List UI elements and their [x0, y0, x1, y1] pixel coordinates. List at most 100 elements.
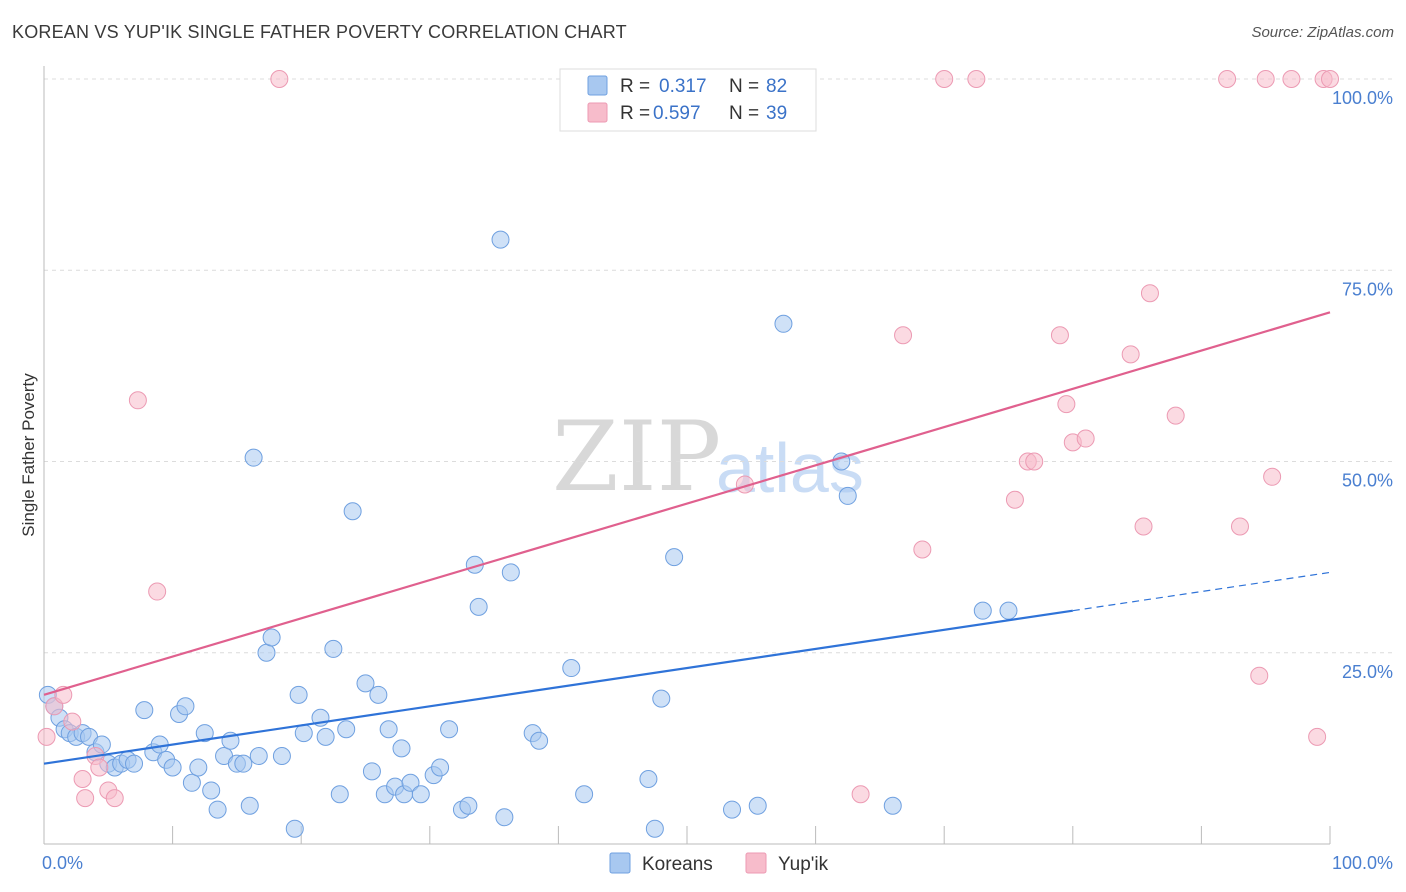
korean-point: [639, 769, 658, 788]
korean-point: [973, 601, 992, 620]
legend-n-label: N =: [729, 76, 759, 97]
korean-point: [379, 720, 398, 739]
korean-point: [244, 448, 263, 467]
legend-n-value-yupik: 39: [766, 103, 787, 124]
yupik-point: [1230, 517, 1249, 536]
korean-point: [401, 773, 420, 792]
yupik-point: [1005, 490, 1024, 509]
yupik-point: [851, 785, 870, 804]
y-tick-label: 50.0%: [1342, 471, 1393, 491]
korean-point: [176, 697, 195, 716]
korean-point: [249, 747, 268, 766]
yupik-point: [270, 70, 289, 88]
legend-swatch-yupik: [587, 102, 608, 123]
korean-point: [343, 502, 362, 521]
korean-point: [208, 800, 227, 819]
korean-point: [999, 601, 1018, 620]
y-tick-label: 25.0%: [1342, 662, 1393, 682]
y-tick-label: 75.0%: [1342, 279, 1393, 299]
korean-point: [530, 731, 549, 750]
yupik-point: [1321, 70, 1339, 88]
y-axis-label: Single Father Poverty: [19, 373, 38, 537]
legend-r-value-koreans: 0.317: [659, 76, 707, 97]
data-points: [37, 70, 1339, 838]
tick-labels: 25.0% 50.0% 75.0% 100.0% 0.0% 100.0%: [42, 88, 1393, 873]
korean-point: [195, 724, 214, 743]
legend-n-label: N =: [729, 103, 759, 124]
korean-point: [562, 659, 581, 678]
yupik-point: [128, 391, 147, 410]
korean-point: [294, 724, 313, 743]
korean-point: [469, 597, 488, 616]
korean-point: [272, 747, 291, 766]
bottom-legend-swatch-koreans: [609, 852, 631, 874]
yupik-point: [63, 712, 82, 731]
korean-point: [431, 758, 450, 777]
korean-trendline: [43, 609, 1073, 765]
korean-point: [324, 639, 343, 658]
yupik-point: [73, 769, 92, 788]
yupik-point: [1050, 326, 1069, 345]
yupik-point: [1218, 70, 1237, 88]
korean-point: [337, 720, 356, 739]
yupik-point: [913, 540, 932, 559]
korean-point: [234, 754, 253, 773]
bottom-legend-yupik: Yup'ik: [778, 854, 829, 875]
korean-point: [665, 548, 684, 567]
watermark-zip: ZIP: [552, 401, 721, 513]
trend-lines: [43, 311, 1331, 765]
legend-r-value-yupik: 0.597: [653, 103, 701, 124]
source-label: Source: ZipAtlas.com: [1251, 24, 1394, 41]
korean-trendline-extension: [1072, 571, 1331, 612]
grid-lines: [44, 78, 1395, 654]
korean-point: [285, 819, 304, 838]
korean-point: [356, 674, 375, 693]
korean-point: [838, 486, 857, 505]
korean-point: [362, 762, 381, 781]
korean-point: [369, 685, 388, 704]
yupik-point: [1256, 70, 1275, 88]
yupik-point: [37, 727, 56, 746]
korean-point: [182, 773, 201, 792]
yupik-point: [105, 789, 124, 808]
yupik-point: [1308, 727, 1327, 746]
korean-point: [501, 563, 520, 582]
korean-point: [575, 785, 594, 804]
yupik-point: [894, 326, 913, 345]
korean-point: [440, 720, 459, 739]
korean-point: [411, 785, 430, 804]
bottom-legend: Koreans Yup'ik: [609, 852, 829, 875]
yupik-point: [967, 70, 986, 88]
legend-box: R = 0.317 N = 82 R = 0.597 N = 39: [559, 68, 817, 132]
korean-point: [774, 314, 793, 333]
yupik-point: [148, 582, 167, 601]
legend-r-label: R =: [620, 103, 650, 124]
axes: [43, 66, 1331, 845]
korean-point: [330, 785, 349, 804]
korean-point: [491, 230, 510, 249]
korean-point: [257, 643, 276, 662]
korean-point: [645, 819, 664, 838]
yupik-point: [935, 70, 954, 88]
yupik-point: [1057, 395, 1076, 414]
korean-point: [135, 701, 154, 720]
yupik-point: [1282, 70, 1301, 88]
korean-point: [723, 800, 742, 819]
korean-point: [262, 628, 281, 647]
korean-point: [125, 754, 144, 773]
yupik-point: [1134, 517, 1153, 536]
korean-point: [202, 781, 221, 800]
yupik-point: [76, 789, 95, 808]
korean-point: [392, 739, 411, 758]
korean-point: [189, 758, 208, 777]
korean-point: [240, 796, 259, 815]
yupik-point: [1025, 452, 1044, 471]
bottom-legend-swatch-yupik: [745, 852, 767, 874]
x-tick-label: 100.0%: [1332, 853, 1393, 873]
yupik-point: [1076, 429, 1095, 448]
bottom-legend-koreans: Koreans: [642, 854, 713, 875]
korean-point: [289, 685, 308, 704]
korean-point: [883, 796, 902, 815]
korean-point: [495, 808, 514, 827]
yupik-point: [90, 758, 109, 777]
